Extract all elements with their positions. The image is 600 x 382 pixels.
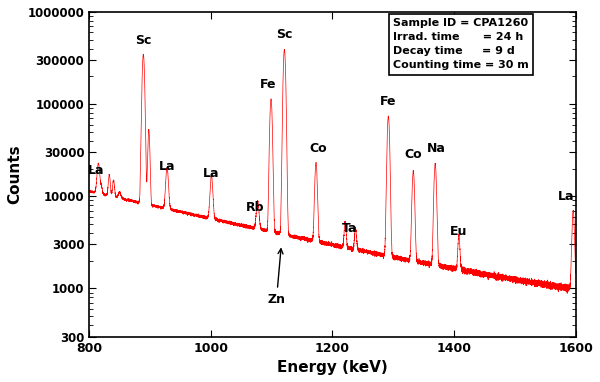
Text: La: La bbox=[203, 167, 220, 180]
Text: Ta: Ta bbox=[342, 222, 357, 235]
Text: Fe: Fe bbox=[380, 96, 397, 108]
Text: Zn: Zn bbox=[268, 249, 286, 306]
Text: Eu: Eu bbox=[450, 225, 467, 238]
Text: La: La bbox=[88, 165, 105, 178]
Text: Na: Na bbox=[427, 142, 446, 155]
Text: Rb: Rb bbox=[246, 201, 265, 214]
X-axis label: Energy (keV): Energy (keV) bbox=[277, 360, 388, 375]
Text: La: La bbox=[159, 160, 175, 173]
Text: Co: Co bbox=[404, 148, 422, 161]
Text: Sc: Sc bbox=[276, 28, 293, 41]
Y-axis label: Counts: Counts bbox=[7, 144, 22, 204]
Text: Sample ID = CPA1260
Irrad. time      = 24 h
Decay time     = 9 d
Counting time =: Sample ID = CPA1260 Irrad. time = 24 h D… bbox=[393, 18, 529, 70]
Text: Fe: Fe bbox=[260, 78, 277, 91]
Text: Sc: Sc bbox=[135, 34, 152, 47]
Text: Co: Co bbox=[310, 142, 327, 155]
Text: La: La bbox=[558, 190, 575, 203]
